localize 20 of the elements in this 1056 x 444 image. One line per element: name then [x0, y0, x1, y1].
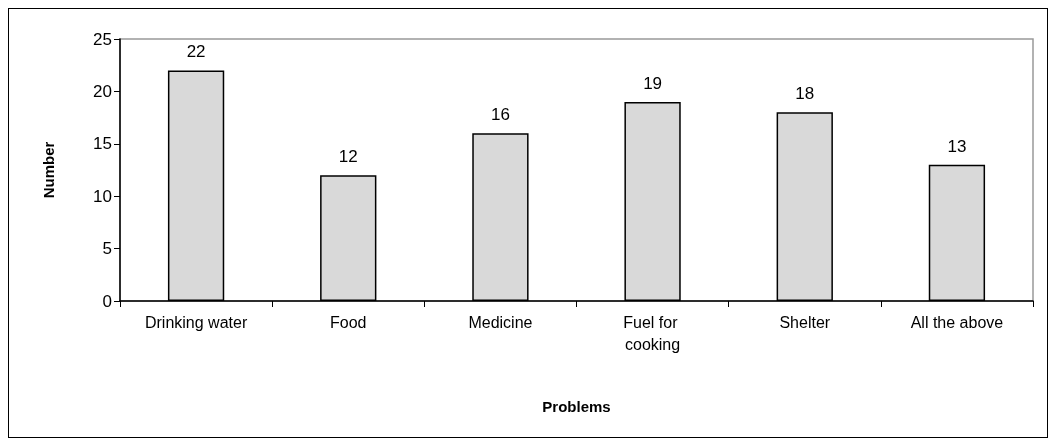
y-tick-label: 20	[93, 81, 112, 101]
y-axis-title: Number	[40, 141, 57, 199]
x-tick-label: Medicine	[468, 313, 533, 331]
y-tick-label: 0	[102, 291, 112, 311]
x-tick-label: Fuel for cooking	[623, 313, 682, 353]
y-tick-label: 10	[93, 186, 112, 206]
x-tick-label: Food	[330, 313, 367, 331]
x-tick-label: Shelter	[779, 313, 831, 331]
x-axis-title: Problems	[542, 398, 611, 415]
data-label: 18	[795, 84, 815, 104]
data-label: 13	[947, 136, 967, 156]
y-tick-label: 25	[93, 29, 112, 49]
x-tick-label: All the above	[910, 313, 1004, 331]
data-label: 12	[338, 147, 358, 167]
data-label: 22	[186, 42, 206, 62]
y-tick-label: 5	[102, 239, 112, 259]
data-label: 16	[490, 105, 510, 125]
y-tick-label: 15	[93, 134, 112, 154]
data-label: 19	[643, 73, 663, 93]
x-tick-label: Drinking water	[144, 313, 248, 331]
